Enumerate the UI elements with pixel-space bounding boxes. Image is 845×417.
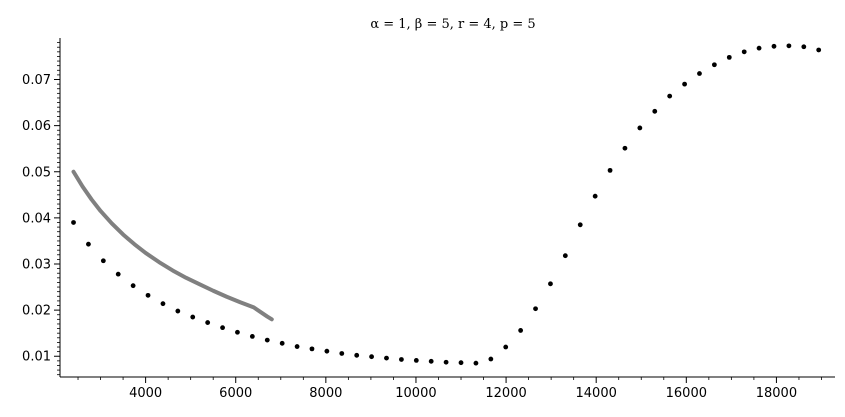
- data-point: [413, 358, 419, 363]
- data-point: [488, 356, 494, 362]
- data-point: [384, 355, 389, 361]
- data-point: [220, 325, 225, 331]
- x-tick-label: 8000: [309, 386, 342, 401]
- data-point: [503, 344, 509, 350]
- x-tick-label: 12000: [485, 386, 526, 401]
- x-tick-label: 6000: [219, 386, 252, 401]
- data-point: [264, 337, 270, 343]
- data-point: [86, 241, 91, 247]
- data-point: [652, 108, 658, 114]
- data-point: [518, 328, 524, 333]
- series-line-1: [71, 169, 274, 322]
- data-point: [622, 145, 628, 151]
- data-point: [175, 308, 181, 314]
- y-tick-label: 0.06: [22, 119, 51, 134]
- data-point: [294, 344, 300, 349]
- data-point: [309, 346, 315, 352]
- x-tick-label: 16000: [666, 386, 707, 401]
- y-tick-label: 0.01: [22, 350, 51, 365]
- x-axis-ticks: 4000 6000 8000 10000 12000 14000 16000 18000: [77, 377, 822, 401]
- data-point: [249, 334, 255, 339]
- data-point: [279, 340, 285, 346]
- data-point: [205, 320, 211, 325]
- y-tick-label: 0.07: [22, 73, 51, 88]
- series-layer: [71, 43, 822, 366]
- data-point: [235, 329, 240, 335]
- x-tick-label: 18000: [756, 386, 797, 401]
- y-axis-ticks: 0.01 0.02 0.03 0.04 0.05 0.06 0.07: [22, 42, 60, 376]
- data-point: [816, 47, 822, 53]
- data-point: [71, 220, 76, 225]
- y-tick-label: 0.04: [22, 211, 51, 226]
- x-tick-label: 4000: [129, 386, 162, 401]
- data-point: [607, 167, 613, 173]
- data-point: [682, 81, 687, 87]
- data-point: [592, 193, 598, 199]
- axes: [59, 38, 835, 378]
- data-point: [726, 54, 732, 60]
- data-point: [115, 271, 121, 277]
- data-point: [667, 93, 673, 99]
- chart-title: α = 1, β = 5, r = 4, p = 5: [370, 17, 535, 32]
- data-point: [339, 351, 345, 356]
- data-point: [697, 71, 702, 76]
- y-tick-label: 0.05: [22, 165, 51, 180]
- data-point: [756, 45, 762, 51]
- data-point: [130, 283, 136, 289]
- data-point: [160, 301, 166, 307]
- data-point: [741, 49, 747, 55]
- data-point: [637, 125, 643, 131]
- data-point: [100, 258, 106, 264]
- data-point: [354, 352, 360, 358]
- data-point: [801, 44, 807, 50]
- data-point: [473, 360, 479, 366]
- x-tick-label: 10000: [395, 386, 436, 401]
- data-point: [786, 43, 792, 49]
- x-tick-label: 14000: [576, 386, 617, 401]
- data-point: [711, 62, 717, 68]
- data-point: [428, 358, 434, 364]
- data-point: [324, 348, 330, 354]
- data-point: [458, 360, 464, 366]
- y-tick-label: 0.02: [22, 304, 51, 319]
- data-point: [562, 253, 568, 259]
- data-point: [145, 292, 151, 298]
- data-point: [369, 354, 374, 360]
- data-point: [533, 306, 538, 312]
- data-point: [771, 43, 777, 49]
- data-point: [577, 222, 583, 228]
- y-tick-label: 0.03: [22, 258, 51, 273]
- data-point: [190, 314, 196, 320]
- data-point: [443, 359, 449, 365]
- data-point: [399, 357, 404, 362]
- data-point: [548, 281, 553, 287]
